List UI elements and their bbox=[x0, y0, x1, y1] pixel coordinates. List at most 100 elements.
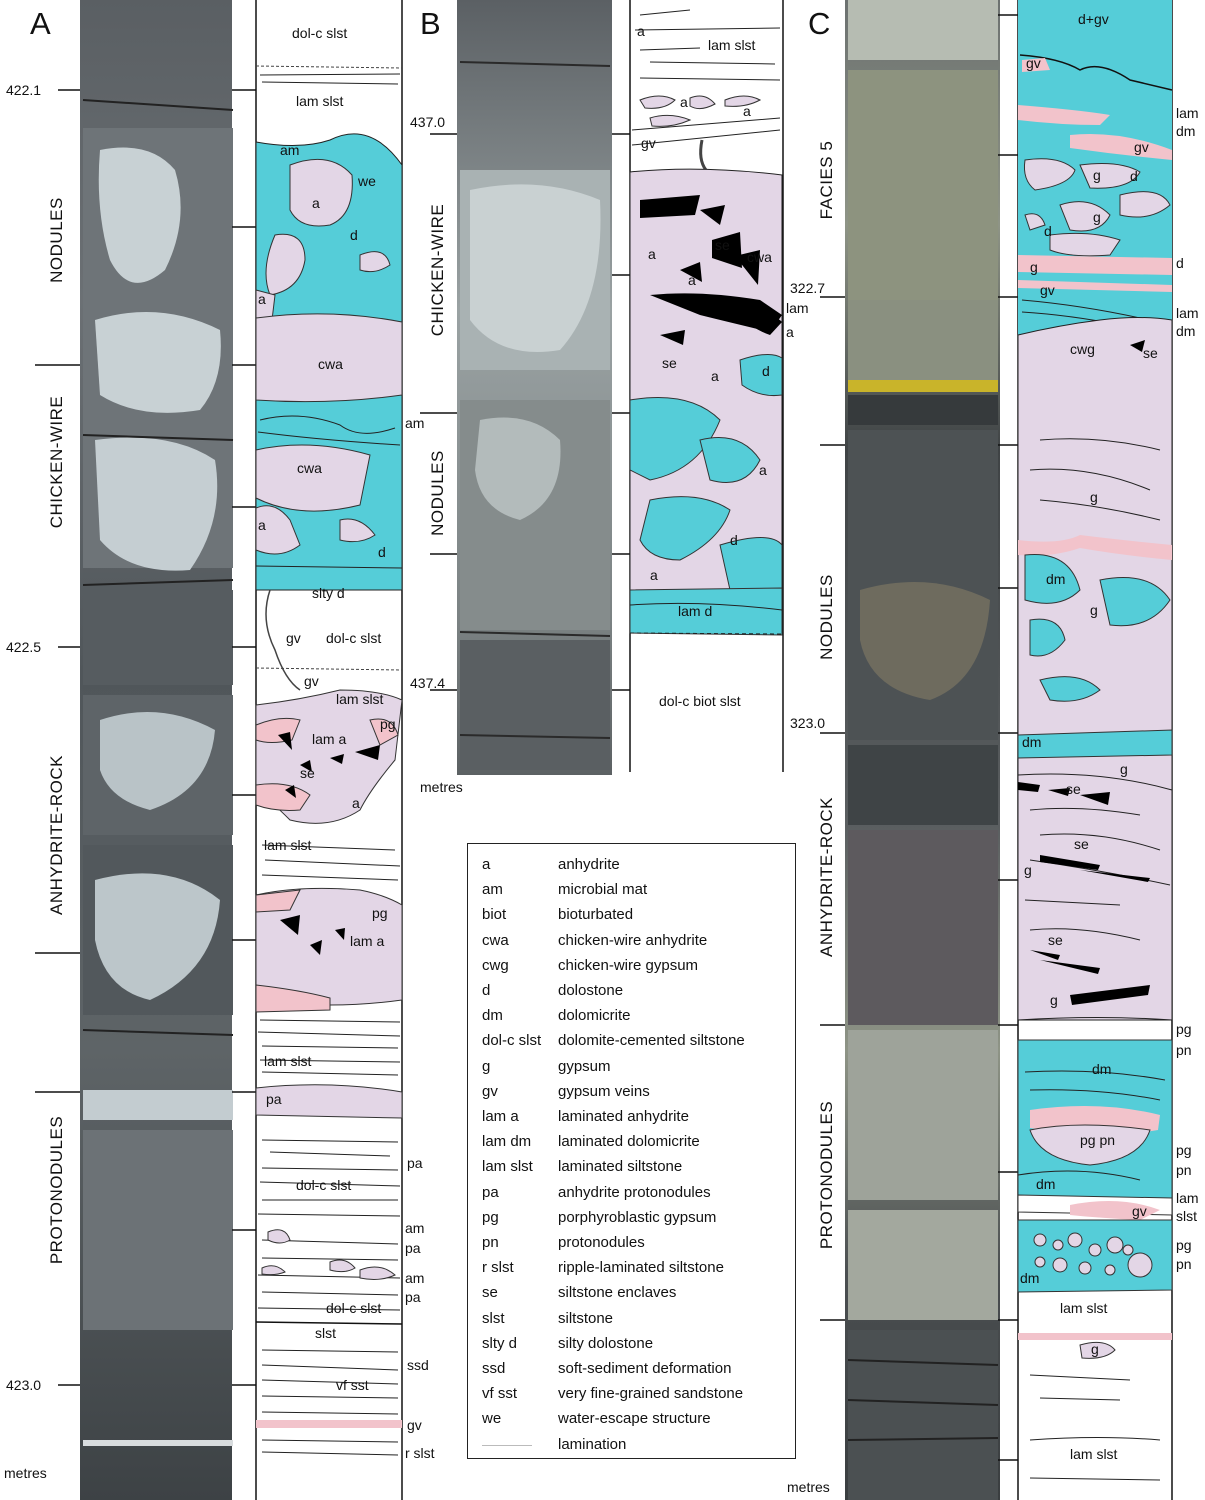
legend-item: dol-c slst dolomite-cemented siltstone bbox=[468, 1032, 795, 1057]
legend-item: gv gypsum veins bbox=[468, 1083, 795, 1108]
log-label: dol-c slst bbox=[296, 1177, 351, 1193]
log-label: pg pn bbox=[1080, 1132, 1115, 1148]
legend-abbreviation: cwa bbox=[482, 931, 509, 949]
log-label: d bbox=[1044, 223, 1052, 239]
legend-abbreviation: g bbox=[482, 1057, 491, 1075]
log-label: lam slst bbox=[708, 37, 756, 53]
legend-item: lamination bbox=[468, 1436, 795, 1461]
log-label: vf sst bbox=[336, 1377, 369, 1393]
log-label: dol-c slst bbox=[292, 25, 347, 41]
log-label: lam slst bbox=[1060, 1300, 1108, 1316]
legend-description: very fine-grained sandstone bbox=[558, 1385, 744, 1403]
legend-description: dolomicrite bbox=[558, 1007, 631, 1025]
legend-item: a anhydrite bbox=[468, 856, 795, 881]
legend-item: cwa chicken-wire anhydrite bbox=[468, 932, 795, 957]
facies-label: FACIES 5 bbox=[817, 141, 836, 220]
legend-abbreviation: se bbox=[482, 1284, 498, 1302]
legend-abbreviation: vf sst bbox=[482, 1385, 518, 1403]
legend-abbreviation: ssd bbox=[482, 1360, 506, 1377]
log-label: dm bbox=[1020, 1270, 1039, 1286]
legend-description: silty dolostone bbox=[558, 1334, 654, 1352]
legend-item: vf sst very fine-grained sandstone bbox=[468, 1385, 795, 1410]
log-label: dm bbox=[1022, 734, 1041, 750]
legend-description: gypsum bbox=[558, 1057, 611, 1075]
log-label: am bbox=[405, 1270, 424, 1286]
facies-label: PROTONODULES bbox=[817, 1101, 836, 1249]
legend-abbreviation: lam slst bbox=[482, 1158, 533, 1176]
log-label: dm bbox=[1046, 571, 1065, 587]
panel-b-core-photo bbox=[457, 0, 612, 775]
log-label: a bbox=[258, 517, 266, 533]
panel-a-labels: dol-c slst lam slst am a we d a cwa am c… bbox=[258, 25, 435, 1461]
log-label: gv bbox=[641, 135, 656, 151]
log-label: a bbox=[759, 462, 767, 478]
log-label: lam bbox=[786, 300, 809, 316]
legend-item: slty d silty dolostone bbox=[468, 1335, 795, 1360]
log-label: pg bbox=[372, 905, 388, 921]
legend-description: laminated siltstone bbox=[558, 1158, 683, 1176]
log-label: d bbox=[350, 227, 358, 243]
panel-c-labels: d+gv gv lam dm gv g d g d d g gv lam dm … bbox=[1020, 11, 1199, 1462]
log-label: g bbox=[1030, 259, 1038, 275]
log-label: pn bbox=[1176, 1162, 1192, 1178]
log-label: d+gv bbox=[1078, 11, 1109, 27]
log-label: pa bbox=[405, 1240, 421, 1256]
legend-item: biot bioturbated bbox=[468, 906, 795, 931]
panel-c-core-photo bbox=[845, 0, 1000, 1500]
legend-item: pa anhydrite protonodules bbox=[468, 1184, 795, 1209]
legend-item: dm dolomicrite bbox=[468, 1007, 795, 1032]
log-label: gv bbox=[407, 1417, 422, 1433]
log-label: lam slst bbox=[336, 691, 384, 707]
log-label: d bbox=[1176, 255, 1184, 271]
panel-a-letter: A bbox=[30, 6, 51, 41]
log-label: a bbox=[258, 291, 266, 307]
log-label: a bbox=[711, 368, 719, 384]
legend-item: lam slst laminated siltstone bbox=[468, 1158, 795, 1183]
log-label: cwg bbox=[1070, 341, 1095, 357]
log-label: lam slst bbox=[296, 93, 344, 109]
legend-description: laminated anhydrite bbox=[558, 1108, 689, 1125]
log-label: a bbox=[637, 23, 645, 39]
log-label: g bbox=[1024, 862, 1032, 878]
log-label: dm bbox=[1176, 323, 1195, 339]
facies-label: CHICKEN-WIRE bbox=[428, 204, 447, 337]
legend-abbreviation: pa bbox=[482, 1183, 499, 1201]
legend-description: porphyroblastic gypsum bbox=[558, 1208, 717, 1226]
log-label: dm bbox=[1036, 1176, 1055, 1192]
log-label: pa bbox=[266, 1091, 282, 1107]
panel-a-core-photo bbox=[80, 0, 234, 1500]
legend-item: ssd soft-sediment deformation bbox=[468, 1360, 795, 1385]
log-label: g bbox=[1093, 167, 1101, 183]
units-label: metres bbox=[420, 779, 463, 795]
log-label: gv bbox=[1040, 282, 1055, 298]
log-label: a bbox=[786, 324, 794, 340]
legend-abbreviation: slty d bbox=[482, 1334, 518, 1352]
facies-label: CHICKEN-WIRE bbox=[47, 396, 66, 529]
log-label: r slst bbox=[405, 1445, 435, 1461]
panel-c-depth-ticks bbox=[820, 14, 1018, 1461]
log-label: slty d bbox=[312, 585, 345, 601]
log-label: lam d bbox=[678, 603, 712, 619]
depth-label: 437.4 bbox=[410, 675, 445, 691]
log-label: dm bbox=[1092, 1061, 1111, 1077]
units-label: metres bbox=[4, 1465, 47, 1481]
legend-abbreviation: lam a bbox=[482, 1108, 519, 1125]
log-label: g bbox=[1120, 761, 1128, 777]
legend-description: microbial mat bbox=[558, 881, 648, 899]
log-label: g bbox=[1093, 209, 1101, 225]
legend-item: g gypsum bbox=[468, 1058, 795, 1083]
legend-abbreviation: a bbox=[482, 856, 491, 873]
log-label: am bbox=[405, 415, 424, 431]
log-label: gv bbox=[1026, 55, 1041, 71]
legend-abbreviation: r slst bbox=[482, 1259, 514, 1277]
log-label: lam bbox=[1176, 1190, 1199, 1206]
legend-description: siltstone bbox=[558, 1309, 614, 1327]
legend-description: laminated dolomicrite bbox=[558, 1133, 700, 1151]
legend-abbreviation: cwg bbox=[482, 956, 509, 974]
log-label: se bbox=[1074, 836, 1089, 852]
legend-abbreviation: gv bbox=[482, 1082, 498, 1100]
legend-abbreviation: pg bbox=[482, 1208, 499, 1226]
facies-label: ANHYDRITE-ROCK bbox=[817, 797, 836, 957]
log-label: pa bbox=[407, 1155, 423, 1171]
